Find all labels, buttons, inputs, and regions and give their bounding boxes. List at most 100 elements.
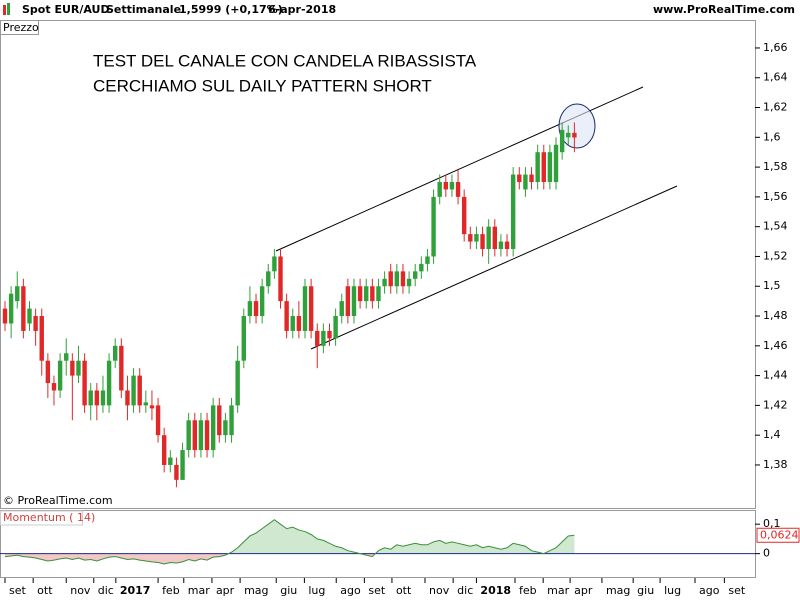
candle-body	[27, 308, 32, 324]
candle-body	[57, 360, 63, 391]
candle-body	[204, 420, 210, 451]
candle-body	[266, 271, 271, 287]
candle-body	[388, 271, 393, 287]
candle-body	[413, 271, 418, 279]
momentum-line	[4, 519, 575, 565]
candle-body	[33, 316, 38, 331]
candle-body	[174, 464, 179, 480]
candle-body	[504, 241, 510, 250]
candle-body	[119, 345, 124, 391]
candle-body	[94, 390, 100, 406]
last-value-label: 0,0624	[760, 528, 799, 541]
candle-body	[437, 181, 442, 197]
candle-body	[327, 330, 332, 339]
candle-body	[51, 383, 57, 391]
x-tick-label: feb	[162, 584, 180, 597]
logo	[7, 3, 10, 15]
candle-body	[100, 390, 106, 406]
x-tick-label: dic	[457, 584, 473, 597]
candle-body	[64, 353, 69, 361]
candle-body	[333, 316, 338, 339]
quote: 1,5999 (+0,17%)	[179, 3, 283, 16]
candle-body	[431, 196, 436, 257]
candle-body	[217, 405, 222, 436]
x-tick-label: giu	[280, 584, 297, 597]
candle-body	[161, 435, 167, 465]
candle-body	[443, 181, 449, 190]
candle-body	[541, 152, 546, 182]
candle-body	[125, 390, 130, 406]
candle-body	[168, 457, 173, 465]
momentum-pane	[0, 510, 756, 578]
candle-body	[339, 301, 344, 317]
candle-body	[376, 286, 381, 302]
candle-body	[315, 330, 320, 346]
candle-body	[468, 234, 473, 242]
candle-body	[180, 450, 185, 480]
x-tick-label: set	[9, 584, 26, 597]
y-tick-label: 1,44	[763, 369, 788, 382]
momentum-label: Momentum ( 14)	[3, 511, 95, 524]
candle-body	[449, 181, 455, 190]
candle-body	[45, 360, 51, 384]
x-tick-label: ago	[340, 584, 361, 597]
candle-body	[149, 405, 155, 409]
x-tick-label: lug	[664, 584, 681, 597]
candle-body	[364, 286, 369, 302]
candle-body	[21, 286, 26, 331]
header-bar	[0, 0, 800, 20]
pane-label-box	[0, 20, 39, 35]
x-tick-label: mar	[547, 584, 569, 597]
candle-body	[492, 226, 497, 250]
candle-body	[345, 286, 351, 317]
momentum-area-neg	[5, 554, 376, 564]
candle-body	[547, 152, 553, 182]
m-y-tick-label: 0,1	[763, 517, 781, 530]
candle-body	[137, 375, 142, 406]
y-tick-label: 1,62	[763, 101, 788, 114]
candle-body	[400, 271, 406, 287]
y-tick-label: 1,6	[763, 130, 781, 143]
candle-body	[210, 405, 216, 451]
highlight-circle	[558, 103, 596, 149]
candle-body	[357, 286, 363, 302]
candle-body	[486, 226, 491, 250]
x-tick-label: mar	[188, 584, 210, 597]
candle-body	[106, 360, 112, 406]
annotation: TEST DEL CANALE CON CANDELA RIBASSISTA	[93, 51, 477, 70]
price-pane	[0, 20, 756, 509]
candle-body	[113, 345, 118, 361]
symbol: Spot EUR/AUD	[22, 3, 110, 16]
candle-body	[284, 301, 289, 331]
candle-body	[559, 129, 565, 153]
x-tick-label: mag	[244, 584, 268, 597]
x-tick-label: feb	[519, 584, 537, 597]
candle-body	[517, 174, 522, 182]
candle-body	[39, 316, 44, 361]
x-tick-label: apr	[574, 584, 593, 597]
copyright: © ProRealTime.com	[3, 494, 113, 507]
last-value-box	[756, 527, 800, 543]
candle-body	[351, 286, 357, 317]
candle-body	[272, 256, 277, 272]
date: 6-apr-2018	[268, 3, 336, 16]
y-tick-label: 1,48	[763, 309, 788, 322]
site: www.ProRealTime.com	[653, 3, 795, 16]
channel-lower	[310, 185, 678, 350]
candle-body	[2, 308, 8, 324]
x-tick-label: dic	[98, 584, 114, 597]
y-tick-label: 1,54	[763, 220, 788, 233]
candle-body	[382, 278, 387, 287]
momentum-label-box	[0, 510, 83, 526]
candle-body	[192, 420, 197, 451]
candle-body	[480, 234, 485, 250]
y-tick-label: 1,52	[763, 249, 788, 262]
candle-body	[406, 278, 412, 287]
candle-body	[70, 360, 75, 376]
candle-body	[253, 301, 259, 317]
candle-body	[198, 420, 204, 451]
x-tick-label: giu	[637, 584, 654, 597]
candle-body	[223, 420, 228, 436]
candle-body	[455, 181, 461, 197]
